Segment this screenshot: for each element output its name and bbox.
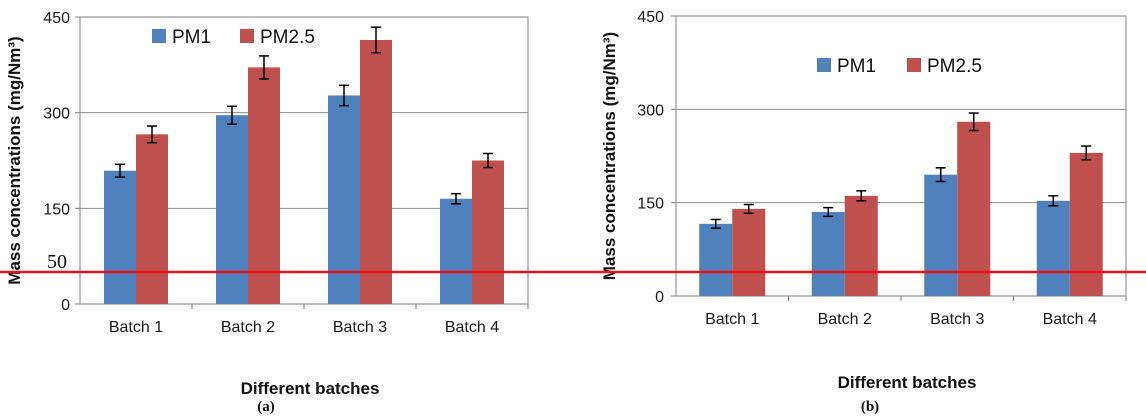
legend-swatch-pm1 [817, 58, 831, 72]
y-axis-title: Mass concentrations (mg/Nm³) [600, 32, 619, 280]
y-tick-label: 450 [43, 10, 70, 27]
y-tick-label: 450 [637, 9, 664, 26]
y-tick-label: 300 [637, 102, 664, 119]
reference-overlay: 50 [0, 251, 1146, 274]
x-axis-title: Different batches [838, 373, 977, 392]
bar-pm25 [957, 121, 991, 297]
x-tick-label: Batch 1 [109, 319, 163, 336]
bar-pm25 [1069, 152, 1103, 296]
legend-swatch-pm25 [240, 29, 254, 43]
legend-label: PM1 [172, 27, 211, 48]
x-axis-title: Different batches [241, 379, 380, 398]
panel-b-chart: 0 150 300 450 Batch 1 Batch 2 Batch 3 Batch 4 Ma… [600, 9, 1127, 415]
x-tick-label: Batch 1 [705, 311, 759, 328]
y-axis-title: Mass concentrations (mg/Nm³) [5, 36, 24, 284]
bar-pm1 [811, 212, 845, 296]
bar-pm25 [136, 134, 168, 304]
bar-pm1 [699, 223, 733, 296]
reference-line-label: 50 [47, 251, 67, 273]
x-tick-label: Batch 2 [221, 319, 275, 336]
y-tick-label: 150 [637, 196, 664, 213]
panel-label: (b) [861, 399, 879, 415]
bar-pm1 [104, 170, 136, 304]
x-tick-label: Batch 4 [445, 319, 499, 336]
bar-pm25 [472, 160, 504, 304]
x-tick-label: Batch 4 [1043, 311, 1097, 328]
bar-pm1 [440, 198, 472, 304]
panel-label: (a) [257, 399, 275, 415]
panel-a-chart: 0 150 300 450 Batch 1 Batch 2 Batch 3 Batch 4 Ma… [5, 10, 529, 415]
bar-pm1 [1036, 200, 1070, 296]
bar-pm25 [732, 208, 766, 296]
bar-pm1 [924, 174, 958, 296]
bar-pm1 [216, 115, 248, 305]
y-tick-label: 300 [43, 106, 70, 123]
legend-swatch-pm1 [152, 29, 166, 43]
y-tick-label: 0 [655, 289, 664, 306]
bar-pm1 [328, 95, 360, 305]
legend-label: PM1 [837, 56, 876, 77]
y-tick-label: 150 [43, 201, 70, 218]
bar-pm25 [360, 39, 392, 305]
x-tick-label: Batch 3 [333, 319, 387, 336]
legend-label: PM2.5 [927, 56, 982, 77]
bar-pm25 [844, 195, 878, 296]
bar-pm25 [248, 67, 280, 304]
x-tick-label: Batch 3 [930, 311, 984, 328]
legend-label: PM2.5 [260, 27, 315, 48]
y-tick-label: 0 [61, 297, 70, 314]
legend-swatch-pm25 [907, 58, 921, 72]
x-tick-label: Batch 2 [818, 311, 872, 328]
